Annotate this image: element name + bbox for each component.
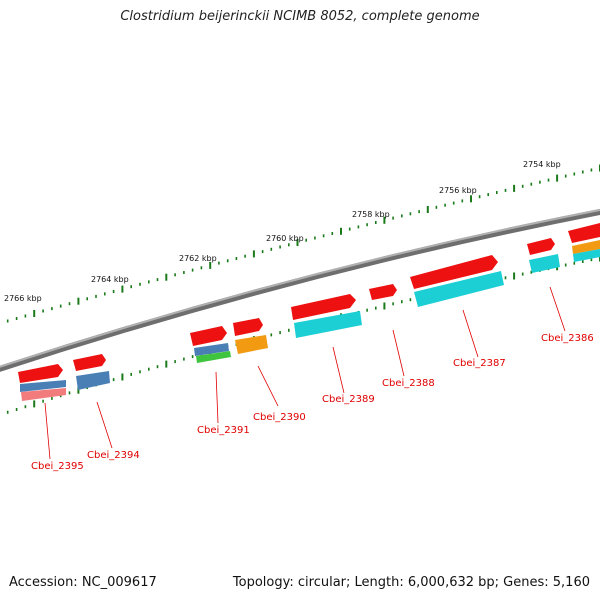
feature-bar-cyan bbox=[573, 249, 600, 262]
gene-arrow[interactable] bbox=[527, 238, 555, 255]
gene-arrow[interactable] bbox=[369, 284, 397, 300]
genome-backbone bbox=[0, 208, 600, 372]
scale-label-2754: 2754 kbp bbox=[523, 160, 561, 169]
gene-arrow[interactable] bbox=[190, 326, 227, 346]
gene-arrow[interactable] bbox=[291, 294, 356, 320]
scale-label-2764: 2764 kbp bbox=[91, 275, 129, 284]
gene-arrow[interactable] bbox=[18, 364, 63, 383]
scale-label-2758: 2758 kbp bbox=[352, 210, 390, 219]
feature-bar-blue bbox=[20, 380, 66, 392]
feature-bar-blue bbox=[194, 343, 229, 356]
gene-label-cbei-2394[interactable]: Cbei_2394 bbox=[87, 450, 140, 461]
map-title: Clostridium beijerinckii NCIMB 8052, com… bbox=[120, 9, 480, 24]
scale-label-2762: 2762 kbp bbox=[179, 254, 217, 263]
gene-label-cbei-2386[interactable]: Cbei_2386 bbox=[541, 333, 594, 344]
feature-bar-pink bbox=[21, 388, 66, 401]
feature-bar-blue bbox=[76, 371, 110, 390]
gene-label-cbei-2387[interactable]: Cbei_2387 bbox=[453, 358, 506, 369]
feature-bar-cyan bbox=[414, 271, 504, 307]
feature-bar-cyan bbox=[529, 254, 560, 273]
scale-label-2760: 2760 kbp bbox=[266, 234, 304, 243]
gene-label-cbei-2391[interactable]: Cbei_2391 bbox=[197, 425, 250, 436]
feature-bar-green bbox=[196, 351, 231, 363]
gene-features bbox=[18, 223, 600, 401]
gene-label-cbei-2388[interactable]: Cbei_2388 bbox=[382, 378, 435, 389]
outer-scale bbox=[6, 164, 600, 323]
gene-arrow[interactable] bbox=[568, 223, 600, 243]
topology-text: Topology: circular; Length: 6,000,632 bp… bbox=[232, 575, 590, 590]
gene-label-cbei-2390[interactable]: Cbei_2390 bbox=[253, 412, 306, 423]
feature-bar-orange bbox=[235, 335, 268, 354]
scale-label-2766: 2766 kbp bbox=[4, 294, 42, 303]
accession-text: Accession: NC_009617 bbox=[9, 575, 157, 590]
scale-label-2756: 2756 kbp bbox=[439, 186, 477, 195]
feature-bar-orange bbox=[572, 240, 600, 254]
gene-label-cbei-2395[interactable]: Cbei_2395 bbox=[31, 461, 84, 472]
label-leader-lines bbox=[44, 286, 566, 460]
gene-label-cbei-2389[interactable]: Cbei_2389 bbox=[322, 394, 375, 405]
gene-arrow[interactable] bbox=[410, 255, 498, 289]
gene-arrow[interactable] bbox=[73, 354, 106, 371]
feature-bar-cyan bbox=[294, 311, 362, 338]
gene-arrow[interactable] bbox=[233, 318, 263, 336]
